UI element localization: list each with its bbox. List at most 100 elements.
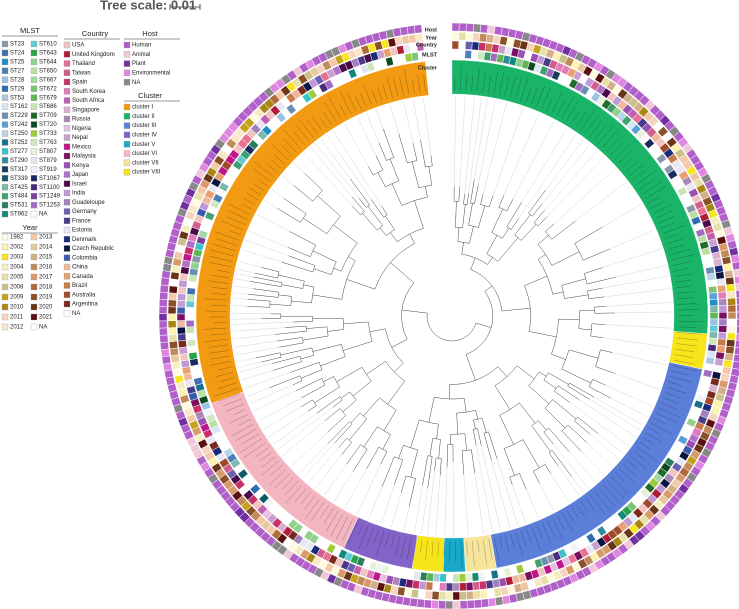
leaf-label bbox=[618, 151, 631, 164]
leaf-guide bbox=[264, 200, 278, 209]
legend-label: Russia bbox=[72, 117, 91, 123]
leaf-guide bbox=[357, 117, 376, 156]
ring-cell bbox=[459, 582, 467, 592]
ring-cell bbox=[656, 153, 668, 165]
branch-arc bbox=[397, 228, 424, 243]
branch bbox=[544, 407, 566, 429]
branch bbox=[368, 166, 374, 176]
branch bbox=[391, 183, 403, 206]
leaf-guide bbox=[239, 363, 273, 373]
leaf-label bbox=[664, 234, 677, 240]
leaf-label bbox=[655, 209, 674, 219]
leaf-label bbox=[235, 428, 257, 442]
ring-cell bbox=[177, 286, 187, 295]
leaf-guide bbox=[282, 420, 326, 457]
ring-cell bbox=[459, 600, 468, 609]
legend-swatch bbox=[30, 76, 38, 83]
ring-cell bbox=[471, 572, 480, 582]
ring-cell bbox=[177, 333, 187, 342]
branch bbox=[320, 356, 346, 367]
ring-cell bbox=[168, 333, 178, 343]
branch bbox=[590, 335, 603, 338]
legend-swatch bbox=[30, 313, 38, 321]
branch bbox=[470, 179, 475, 204]
branch bbox=[343, 341, 373, 351]
ring-cell bbox=[732, 268, 739, 278]
branch bbox=[551, 353, 566, 360]
leaf-guide bbox=[512, 120, 554, 200]
branch bbox=[312, 344, 342, 352]
legend-swatch bbox=[30, 201, 38, 209]
ring-cell bbox=[416, 42, 425, 52]
leaf-label bbox=[417, 74, 421, 93]
legend-label: cluster IV bbox=[132, 132, 157, 138]
branch bbox=[594, 306, 606, 308]
branch bbox=[502, 228, 510, 239]
leaf-label bbox=[521, 531, 527, 548]
ring-cell bbox=[459, 591, 468, 601]
leaf-label bbox=[509, 76, 516, 98]
ring-cell bbox=[176, 320, 186, 328]
branch bbox=[497, 237, 519, 262]
branch bbox=[316, 396, 341, 414]
branch-arc bbox=[533, 222, 539, 227]
ring-label: Year bbox=[425, 35, 437, 41]
branch bbox=[474, 185, 479, 204]
branch bbox=[383, 409, 397, 431]
legend-swatch bbox=[30, 40, 38, 48]
ring-cell bbox=[419, 571, 428, 582]
branch bbox=[253, 276, 283, 283]
legend-label: Brazil bbox=[72, 283, 87, 289]
branch bbox=[324, 408, 341, 421]
ring-cell bbox=[709, 305, 719, 313]
leaf-guide bbox=[237, 269, 256, 274]
branch-arc bbox=[342, 318, 345, 330]
legend-swatch bbox=[30, 283, 38, 291]
ring-cell bbox=[249, 483, 261, 495]
branch-arc bbox=[330, 261, 337, 275]
ring-cell bbox=[718, 298, 728, 306]
legend-label: Thailand bbox=[72, 61, 95, 67]
leaf-label bbox=[483, 539, 487, 565]
ring-cell bbox=[479, 24, 489, 34]
leaf-guide bbox=[553, 168, 616, 225]
legend-label: ST252 bbox=[10, 140, 28, 146]
leaf-guide bbox=[578, 399, 636, 438]
branch bbox=[350, 412, 361, 424]
ring-cell bbox=[275, 111, 287, 123]
leaf-guide bbox=[390, 104, 399, 134]
leaf-guide bbox=[602, 275, 669, 289]
leaf-label bbox=[252, 182, 265, 191]
branch bbox=[301, 384, 326, 399]
ring-cell bbox=[212, 193, 224, 204]
leaf-guide bbox=[586, 442, 613, 467]
leaf-label bbox=[557, 515, 565, 530]
legend-label: Colombia bbox=[72, 255, 98, 261]
ring-cell bbox=[177, 293, 187, 301]
legend-label: ST1249 bbox=[39, 194, 61, 200]
branch bbox=[277, 208, 301, 223]
legend-swatch bbox=[30, 192, 38, 200]
cluster-arc bbox=[463, 534, 497, 572]
leaf-label bbox=[223, 398, 242, 407]
branch bbox=[458, 187, 460, 202]
ring-cell bbox=[485, 579, 494, 590]
leaf-label bbox=[304, 495, 316, 510]
branch bbox=[484, 285, 493, 292]
branch bbox=[369, 328, 386, 333]
legend-swatch bbox=[123, 103, 131, 111]
ring-cell bbox=[424, 590, 433, 600]
leaf-guide bbox=[413, 99, 421, 141]
leaf-guide bbox=[459, 96, 466, 188]
leaf-label bbox=[281, 144, 293, 157]
ring-cell bbox=[640, 487, 651, 499]
ring-cell bbox=[579, 84, 590, 96]
branch bbox=[352, 205, 361, 216]
branch-arc bbox=[385, 361, 405, 382]
branch bbox=[327, 415, 347, 433]
branch bbox=[446, 444, 449, 468]
leaf-guide bbox=[614, 373, 660, 390]
branch bbox=[275, 330, 307, 335]
leaf-label bbox=[571, 507, 579, 519]
branch-arc bbox=[333, 376, 340, 388]
